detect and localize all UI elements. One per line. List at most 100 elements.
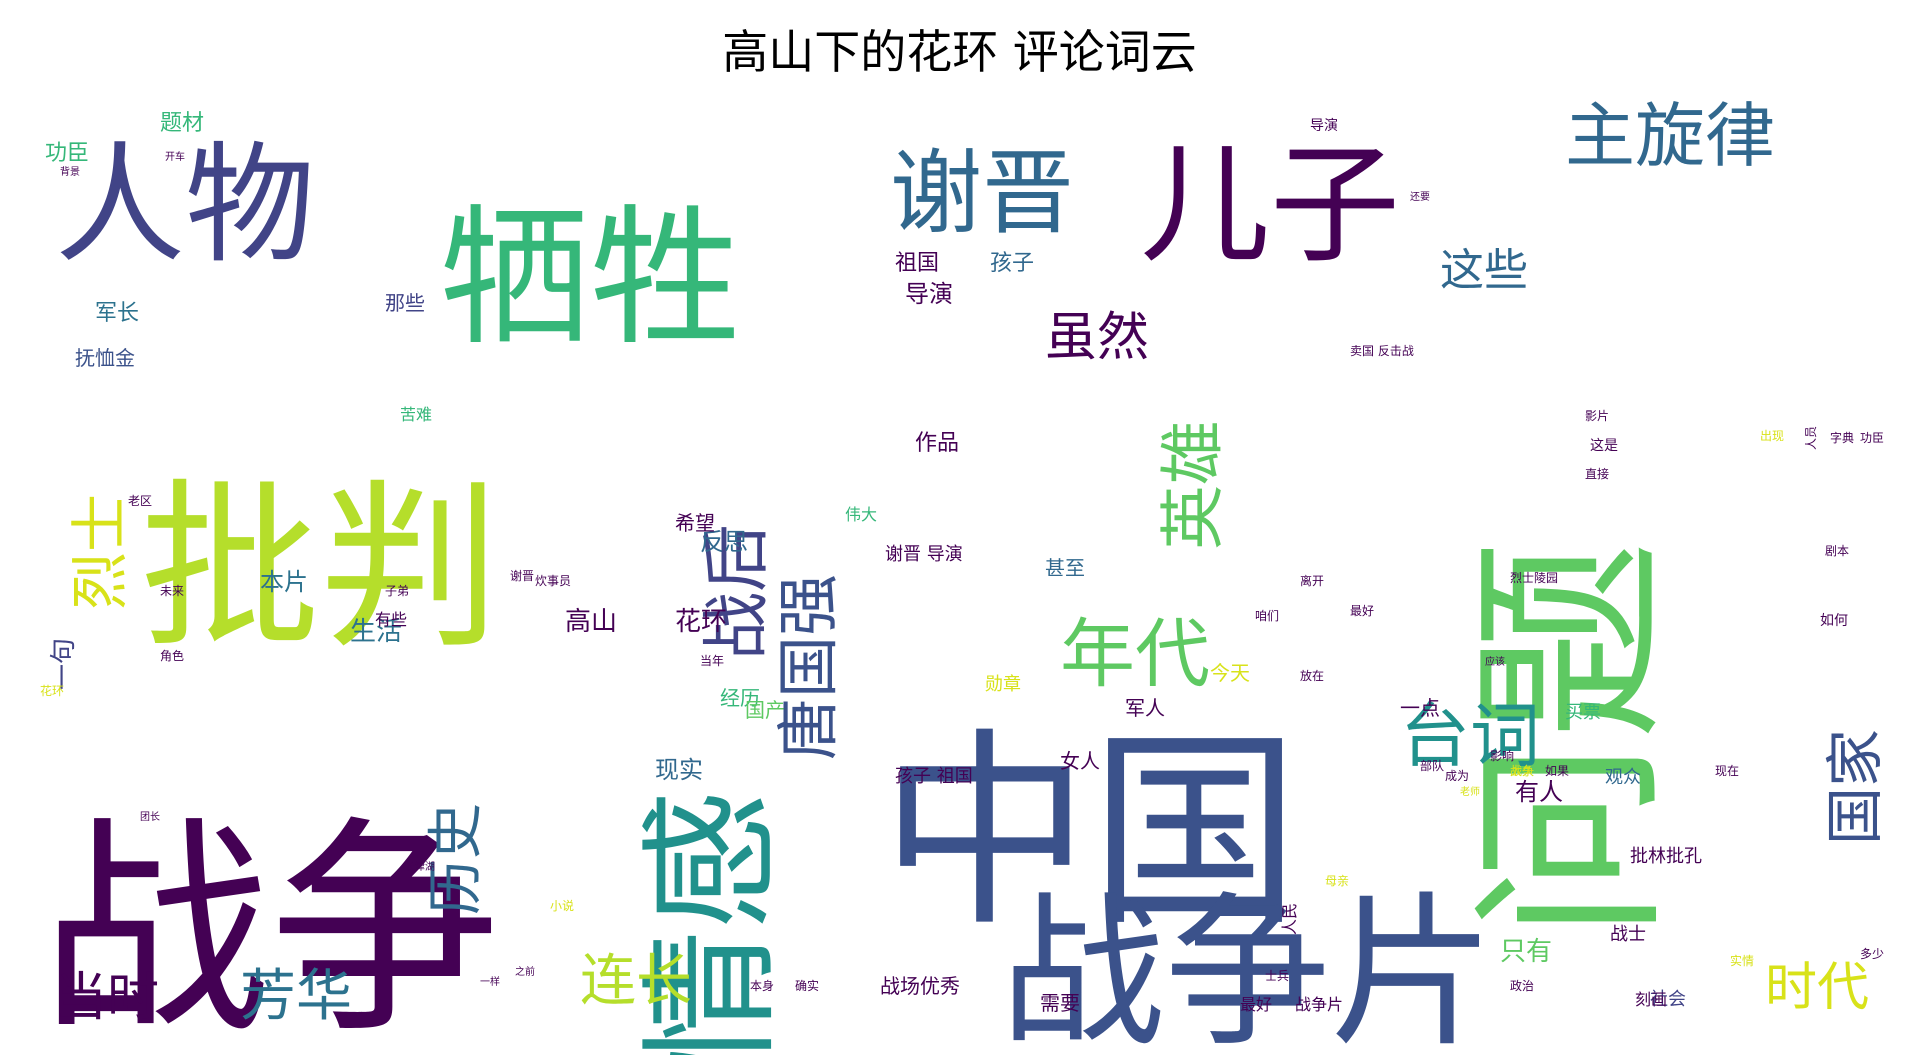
- word-104: 现在: [1715, 764, 1739, 778]
- word-8: 情感: [631, 790, 794, 1055]
- word-113: 之前: [515, 965, 535, 978]
- word-44: 希望: [675, 511, 715, 535]
- word-57: 女人: [1060, 749, 1100, 773]
- word-39: 题材: [160, 111, 204, 136]
- word-99: 影响: [1490, 748, 1514, 763]
- word-107: 小说: [550, 898, 574, 913]
- word-110: 确实: [795, 978, 819, 993]
- word-53: 批林批孔: [1630, 846, 1702, 867]
- word-91: 还要: [1410, 191, 1430, 203]
- chart-title: 高山下的花环 评论词云: [722, 25, 1197, 79]
- word-5: 牺牲: [440, 192, 740, 366]
- word-106: 老师: [1460, 785, 1480, 798]
- word-19: 芳华: [240, 964, 352, 1029]
- word-43: 甚至: [1045, 556, 1085, 580]
- word-25: 高山: [565, 607, 617, 637]
- word-49: 经历: [720, 686, 760, 710]
- word-67: 出现: [1760, 429, 1784, 443]
- word-29: 祖国: [895, 251, 939, 276]
- word-37: 有人: [1515, 778, 1563, 806]
- word-101: 战争: [1510, 764, 1534, 778]
- word-9: 谢晋: [890, 140, 1074, 247]
- word-56: 需要: [1040, 991, 1080, 1015]
- word-64: 剧本: [1825, 544, 1849, 558]
- word-32: 抚恤金: [75, 346, 135, 370]
- word-78: 烈士陵园: [1510, 571, 1558, 585]
- word-45: 战场优秀: [880, 974, 960, 998]
- word-11: 战后: [698, 524, 777, 660]
- word-98: 放在: [1300, 668, 1324, 683]
- word-84: 功臣: [1860, 431, 1884, 445]
- word-1: 中国: [880, 710, 1300, 955]
- word-34: 本片: [260, 568, 308, 596]
- word-16: 国家: [1821, 729, 1889, 845]
- word-108: 士兵: [1265, 969, 1289, 983]
- word-22: 时代: [1765, 958, 1869, 1018]
- word-115: 应该: [1485, 655, 1505, 668]
- word-85: 卖国 反击战: [1350, 344, 1414, 358]
- word-54: 战士: [1610, 924, 1646, 945]
- word-63: 如何: [1820, 613, 1848, 629]
- word-90: 导演: [1310, 118, 1338, 134]
- word-105: 成为: [1445, 769, 1469, 783]
- word-52: 观众: [1605, 767, 1641, 788]
- word-31: 军长: [95, 301, 139, 326]
- word-109: 本身: [750, 978, 774, 993]
- word-33: 生活: [350, 617, 402, 647]
- word-0: 战争: [40, 798, 500, 1055]
- word-79: 离开: [1300, 573, 1324, 588]
- word-94: 实情: [1730, 953, 1754, 968]
- word-35: 反思: [700, 528, 748, 556]
- word-77: 子弟: [385, 584, 409, 598]
- word-20: 连长: [580, 949, 692, 1014]
- word-23: 虽然: [1045, 308, 1149, 368]
- word-87: 团长: [140, 811, 160, 823]
- word-28: 导演: [905, 280, 953, 308]
- word-24: 这些: [1440, 245, 1528, 296]
- word-76: 未来: [160, 584, 184, 598]
- word-96: 炊事员: [535, 574, 571, 588]
- word-60: 谢晋 导演: [885, 544, 963, 565]
- word-30: 孩子: [990, 251, 1034, 276]
- word-47: 军人: [1125, 696, 1165, 720]
- word-48: 今天: [1210, 661, 1250, 685]
- word-75: 角色: [160, 649, 184, 663]
- word-55: 社会: [1650, 989, 1686, 1010]
- word-61: 孩子 祖国: [895, 766, 973, 787]
- word-6: 人物: [55, 129, 315, 281]
- word-50: 国产: [745, 698, 785, 722]
- word-95: 人员: [1804, 426, 1818, 450]
- word-112: 多少: [1860, 947, 1884, 961]
- word-93: 母亲: [1325, 874, 1349, 888]
- word-89: 背景: [60, 165, 80, 178]
- word-72: 苦难: [400, 405, 432, 424]
- word-40: 功臣: [45, 141, 89, 166]
- word-18: 历史: [424, 803, 489, 915]
- word-58: 有些: [375, 610, 407, 629]
- word-81: 当年: [700, 654, 724, 668]
- word-46: 一点: [1400, 696, 1440, 720]
- word-36: 现实: [655, 756, 703, 784]
- word-73: 老区: [128, 494, 152, 508]
- word-83: 字典: [1830, 430, 1854, 445]
- word-42: 那些: [385, 291, 425, 315]
- word-80: 咱们: [1255, 608, 1279, 623]
- word-38: 只有: [1500, 937, 1552, 967]
- word-92: 花环: [40, 683, 64, 698]
- word-17: 烈士: [66, 494, 134, 610]
- word-62: 这是: [1590, 437, 1618, 454]
- word-74: 人民: [1280, 903, 1299, 935]
- word-10: 主旋律: [1565, 95, 1775, 177]
- word-97: 谢晋: [510, 568, 534, 583]
- word-4: 战争片: [1000, 877, 1495, 1055]
- word-102: 太久: [1510, 763, 1534, 778]
- word-82: 最好: [1350, 604, 1374, 618]
- word-3: 批判: [140, 464, 500, 673]
- word-41: 作品: [915, 431, 959, 456]
- word-86: 长津湖: [405, 861, 435, 873]
- word-12: 唐国强: [772, 574, 845, 760]
- word-7: 儿子: [1140, 129, 1400, 281]
- word-27: 一句: [49, 638, 79, 690]
- word-2: 问题: [1455, 540, 1688, 940]
